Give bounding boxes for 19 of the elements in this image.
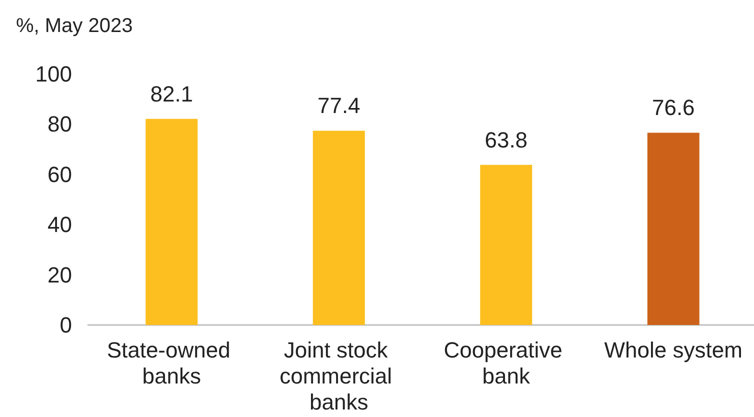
- data-label: 63.8: [484, 127, 528, 152]
- bar: [312, 130, 365, 325]
- x-tick-label: State-owned banks: [106, 338, 236, 388]
- y-tick-label: 80: [48, 112, 72, 137]
- x-tick-label: Whole system: [604, 338, 742, 362]
- y-tick-label: 40: [48, 212, 72, 238]
- y-tick-label: 20: [48, 262, 72, 288]
- y-axis-title: %, May 2023: [16, 15, 133, 37]
- y-tick-label: 60: [48, 162, 72, 187]
- x-tick-label: Cooperative bank: [444, 338, 568, 388]
- y-tick-label: 0: [60, 312, 72, 338]
- x-tick-label: Joint stock commercial banks: [280, 338, 398, 414]
- bar: [647, 132, 700, 325]
- data-label: 82.1: [150, 81, 194, 106]
- y-tick-label: 100: [35, 62, 72, 86]
- data-label: 77.4: [317, 93, 360, 118]
- bar: [146, 118, 198, 325]
- data-label: 76.6: [652, 95, 695, 120]
- bar: [480, 164, 532, 325]
